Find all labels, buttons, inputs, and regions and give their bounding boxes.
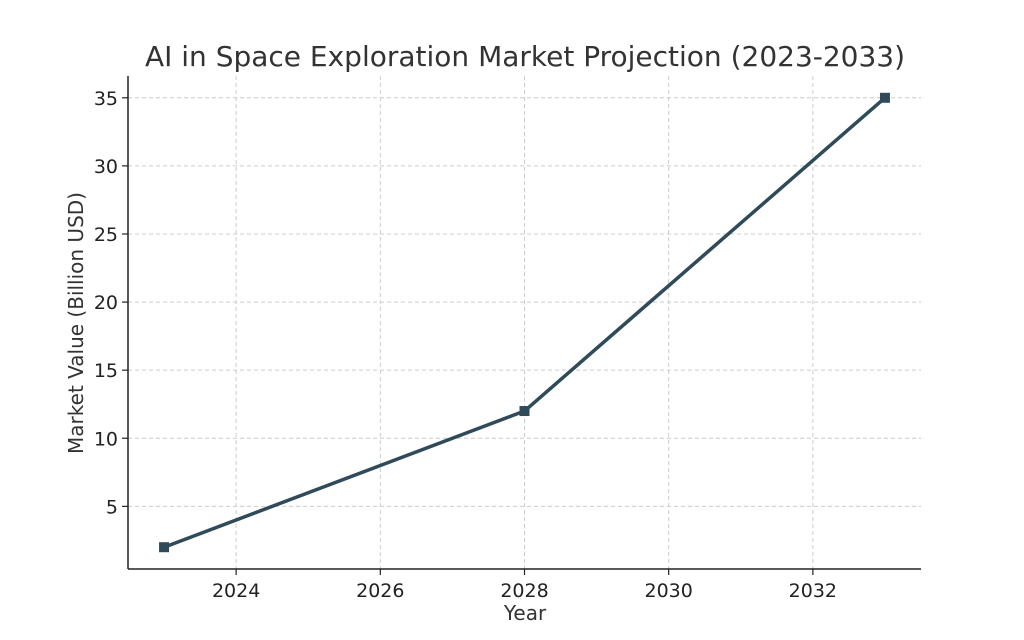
x-tick-label: 2026: [356, 580, 404, 602]
y-tick-label: 35: [94, 88, 118, 110]
grid-layer: [128, 76, 921, 569]
chart-title: AI in Space Exploration Market Projectio…: [145, 40, 905, 73]
y-tick-label: 20: [94, 292, 118, 314]
y-tick-label: 30: [94, 156, 118, 178]
x-tick-label: 2028: [500, 580, 548, 602]
data-point-marker: [159, 542, 170, 553]
data-point-marker: [879, 92, 890, 103]
x-tick-label: 2030: [645, 580, 693, 602]
y-tick-label: 25: [94, 224, 118, 246]
y-axis-label: Market Value (Billion USD): [64, 192, 88, 454]
y-tick-label: 5: [106, 496, 118, 518]
ticks-layer: 2024 2026 2028 2030 2032 5 10 15 20 25 30 35: [94, 88, 837, 602]
x-tick-label: 2032: [789, 580, 837, 602]
x-tick-label: 2024: [212, 580, 260, 602]
series-layer: [159, 92, 890, 553]
data-point-marker: [519, 406, 530, 417]
y-tick-label: 10: [94, 428, 118, 450]
y-tick-label: 15: [94, 360, 118, 382]
x-axis-label: Year: [503, 601, 547, 625]
